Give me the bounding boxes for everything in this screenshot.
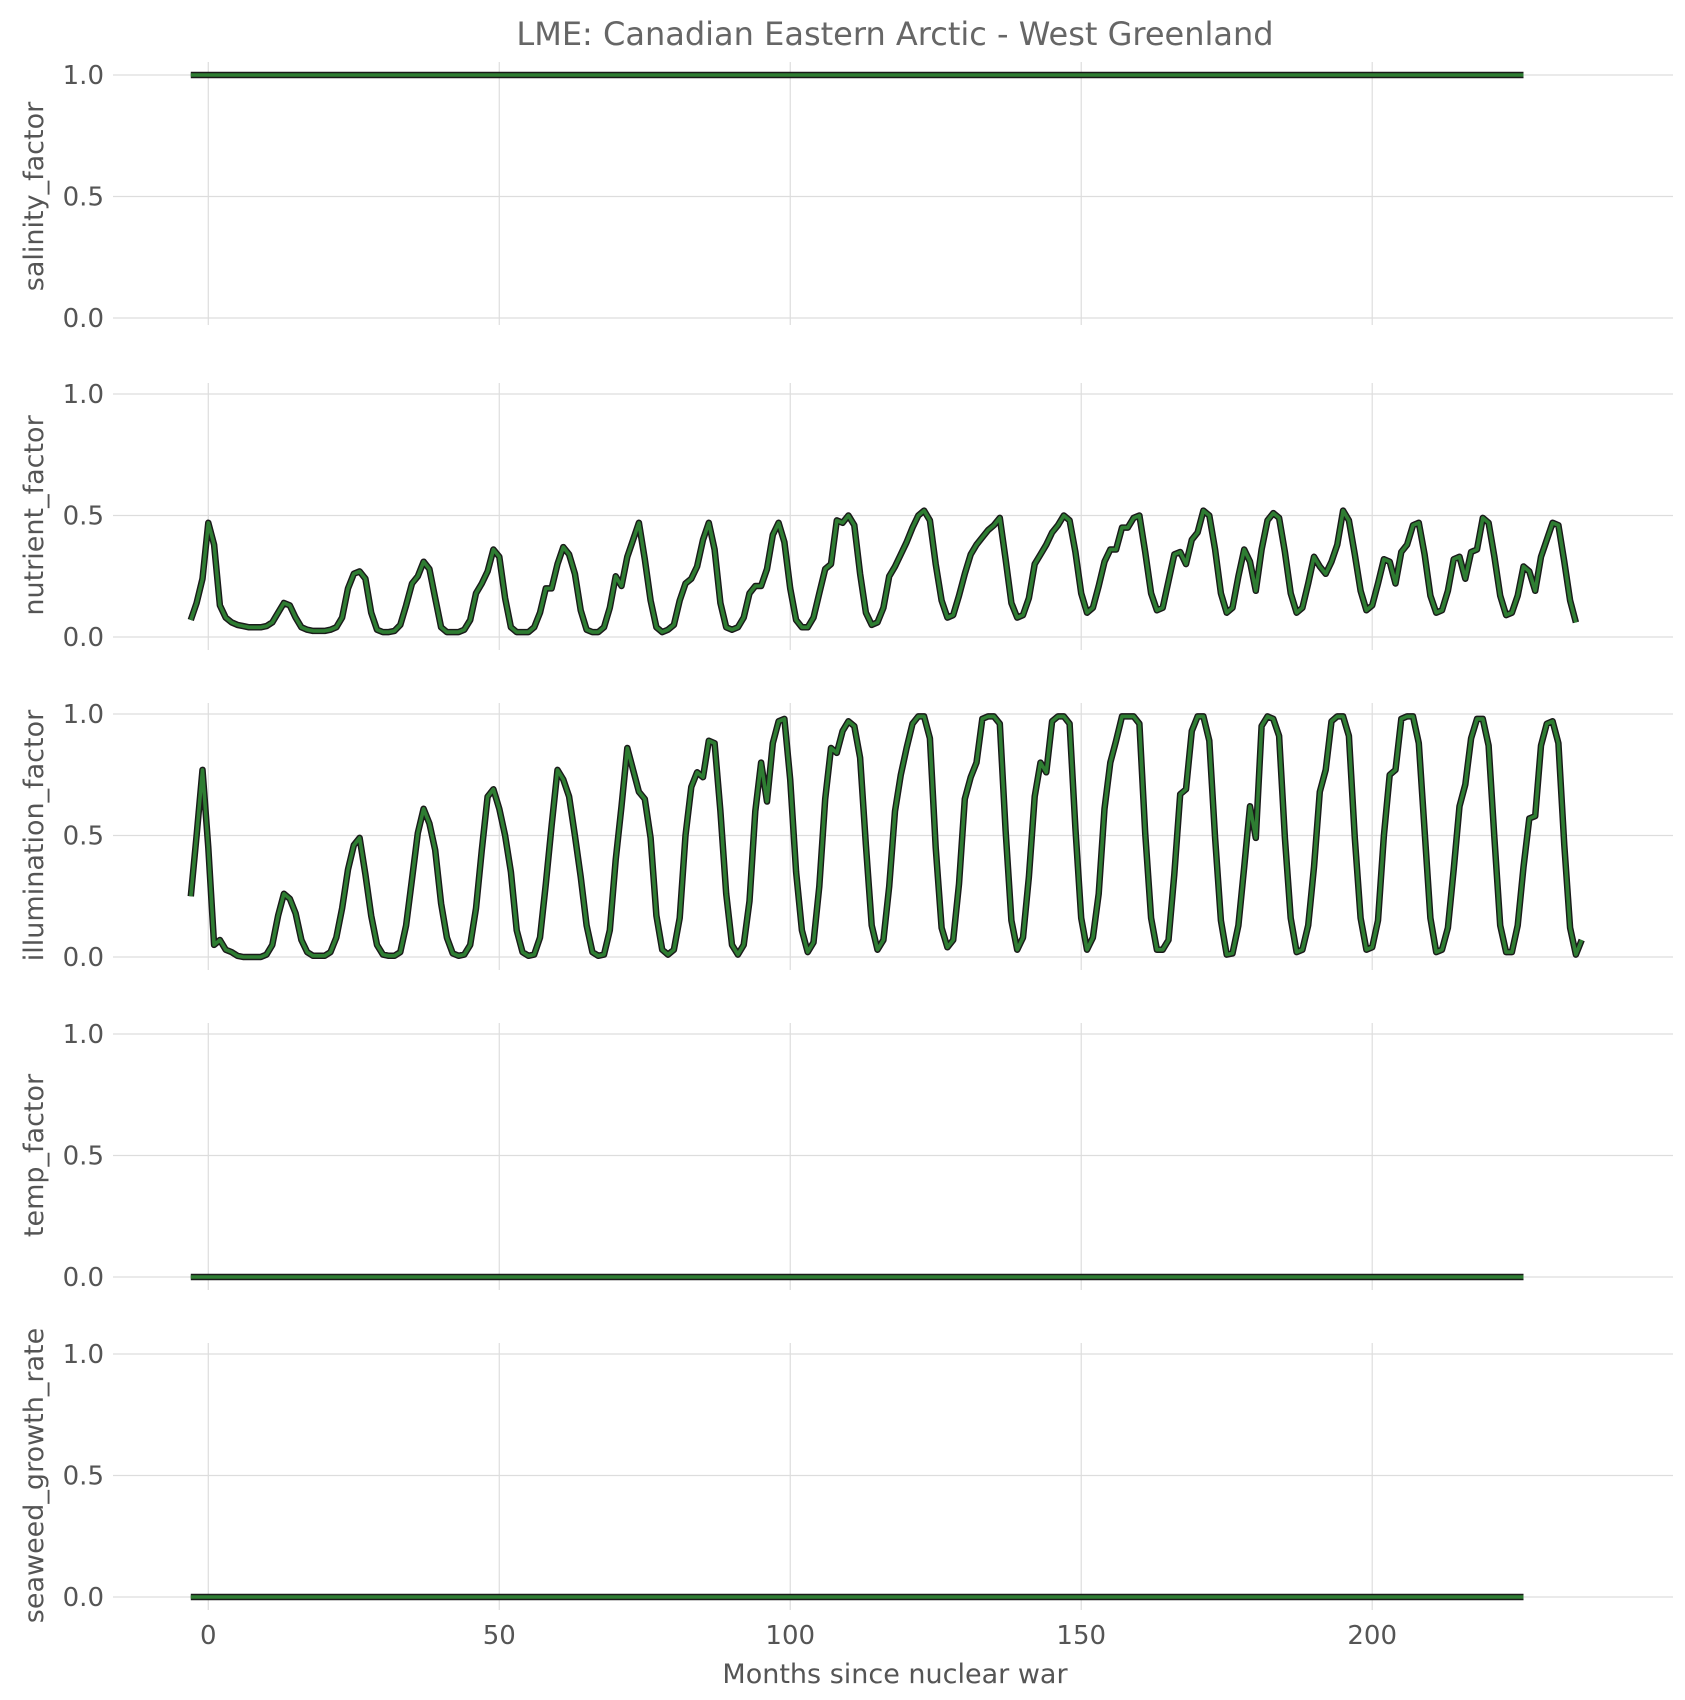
y-tick-label: 0.0 [63,304,104,334]
x-tick-label: 50 [483,1621,516,1651]
chart-title: LME: Canadian Eastern Arctic - West Gree… [516,15,1273,53]
y-axis-label-nutrient_factor: nutrient_factor [19,414,50,615]
y-tick-label: 0.0 [63,943,104,973]
x-tick-label: 150 [1056,1621,1106,1651]
series-outline-nutrient_factor [187,507,1580,636]
y-tick-label: 0.0 [63,1263,104,1293]
series-line-illumination_factor [189,714,1584,959]
panel-illumination_factor: 0.0 0.5 1.0 illumination_factor [19,700,1673,973]
y-tick-label: 0.5 [63,1462,104,1492]
x-axis-label: Months since nuclear war [722,1659,1068,1690]
y-tick-label: 1.0 [63,1020,104,1050]
panel-seaweed_growth_rate: 0.0 0.5 1.0 seaweed_growth_rate [19,1328,1673,1623]
y-tick-label: 1.0 [63,380,104,410]
y-tick-label: 1.0 [63,1340,104,1370]
y-tick-label: 0.0 [63,1583,104,1613]
y-tick-label: 0.5 [63,822,104,852]
series-line-nutrient_factor [189,508,1578,634]
y-axis-label-temp_factor: temp_factor [19,1073,50,1237]
panel-temp_factor: 0.0 0.5 1.0 temp_factor [19,1020,1673,1293]
y-tick-label: 0.5 [63,183,104,213]
y-axis-label-seaweed_growth_rate: seaweed_growth_rate [19,1328,50,1623]
y-axis-label-illumination_factor: illumination_factor [19,709,50,961]
y-axis-label-salinity_factor: salinity_factor [19,101,50,291]
panels-group: 0.0 0.5 1.0 salinity_factor 0.0 0.5 1.0 nutrien… [19,61,1673,1651]
panel-nutrient_factor: 0.0 0.5 1.0 nutrient_factor [19,380,1673,653]
x-tick-label: 0 [200,1621,217,1651]
x-tick-label: 100 [765,1621,815,1651]
x-tick-label: 200 [1347,1621,1397,1651]
panel-salinity_factor: 0.0 0.5 1.0 salinity_factor [19,61,1673,334]
y-tick-label: 0.5 [63,1142,104,1172]
y-tick-label: 1.0 [63,700,104,730]
y-tick-label: 1.0 [63,61,104,91]
y-tick-label: 0.0 [63,623,104,653]
y-tick-label: 0.5 [63,502,104,532]
